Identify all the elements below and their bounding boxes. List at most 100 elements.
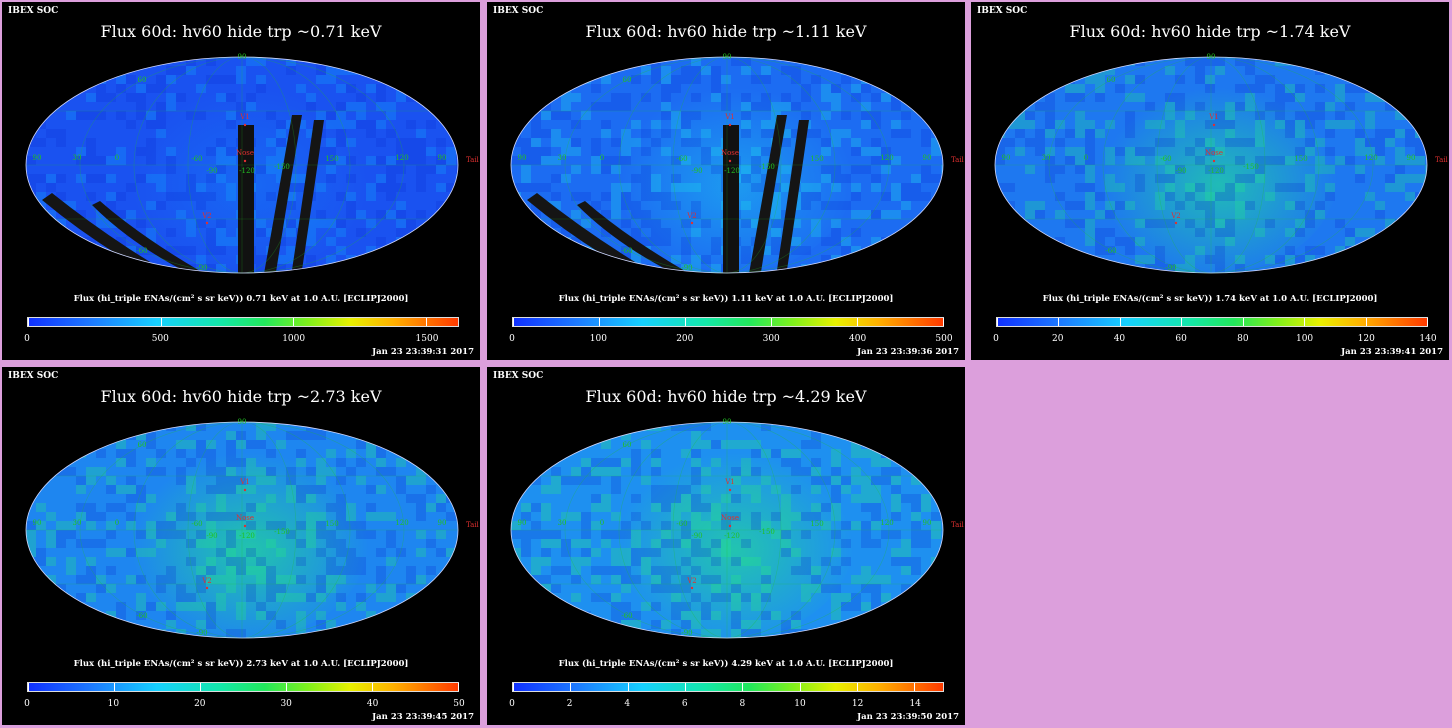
lon-label-neg60: -60	[191, 520, 202, 528]
lon-label-neg120: -120	[239, 532, 255, 540]
colorbar-tick-mark	[1365, 318, 1367, 326]
lat-label-north: 90	[1207, 53, 1216, 61]
v1-label: V1	[239, 478, 250, 486]
v2-label: V2	[201, 577, 212, 585]
lat-label-south: -90	[681, 629, 692, 637]
lon-label-90-left: 90	[518, 519, 527, 527]
colorbar-tick-label: 0	[24, 699, 30, 709]
lat-label-neg60: -60	[136, 247, 147, 255]
nose-marker	[728, 524, 732, 528]
nose-label: Nose	[236, 514, 254, 522]
colorbar-tick-label: 6	[681, 699, 688, 709]
colorbar-tick-mark	[771, 318, 772, 326]
colorbar-tick-label: 10	[107, 699, 120, 709]
colorbar-tick-mark	[293, 318, 295, 326]
v2-marker	[205, 586, 209, 590]
map-panel-1: 90 60 -60 -90 90 30 0 -60 -90 -120 -150 150 120 90 Tai…	[2, 2, 480, 360]
lon-label-neg150: -150	[1243, 163, 1259, 171]
v1-label: V1	[724, 478, 735, 486]
map-labels: 90 60 -60 -90 90 30 0 -60 -90 -120 -150 150 120 90 Tai…	[518, 418, 965, 637]
timestamp: Jan 23 23:39:31 2017	[372, 347, 474, 357]
colorbar-tick-label: 20	[1051, 334, 1064, 344]
lat-label-north: 90	[238, 53, 247, 61]
colorbar-tick-mark	[627, 683, 629, 691]
sky-map: 90 60 -60 -90 90 30 0 -60 -90 -120 -150 150 120 90 Tai…	[25, 53, 480, 274]
feature-markers: Nose V1 V2	[1170, 113, 1223, 225]
map-outline	[510, 56, 944, 274]
colorbar-tick-label: 120	[1357, 334, 1375, 344]
colorbar-tick-mark	[28, 683, 29, 691]
lon-label-150: 150	[325, 155, 338, 163]
org-label: IBEX SOC	[493, 371, 544, 381]
colorbar	[27, 682, 459, 692]
colorbar-tick-mark	[1058, 318, 1060, 326]
sky-map: 90 60 -60 -90 90 30 0 -60 -90 -120 -150 150 120 90 Tai…	[25, 418, 480, 639]
lat-label-north: 90	[723, 53, 732, 61]
colorbar-tick-label: 500	[151, 334, 169, 344]
lon-label-neg90: -90	[691, 167, 702, 175]
map-labels: 90 60 -60 -90 90 30 0 -60 -90 -120 -150 150 120 90 Tai…	[33, 418, 480, 637]
lat-label-60: 60	[623, 76, 632, 84]
nose-label: Nose	[236, 149, 254, 157]
lon-label-neg90: -90	[1175, 167, 1186, 175]
colorbar-title: Flux (hi_triple ENAs/(cm² s sr keV)) 2.7…	[73, 659, 409, 669]
nose-marker	[1212, 159, 1216, 163]
lon-label-150: 150	[325, 520, 338, 528]
lon-label-150: 150	[810, 520, 823, 528]
map-outline	[994, 56, 1428, 274]
v2-marker	[690, 221, 694, 225]
lon-label-neg150: -150	[759, 163, 775, 171]
nose-label: Nose	[721, 149, 739, 157]
org-label: IBEX SOC	[493, 6, 544, 16]
sky-map: 90 60 -60 -90 90 30 0 -60 -90 -120 -150 150 120 90 Tai…	[510, 53, 965, 274]
feature-markers: Nose V1 V2	[686, 113, 739, 225]
tail-label: Tail	[951, 156, 965, 164]
lon-label-0: 0	[600, 154, 604, 162]
colorbar-tick-label: 0	[24, 334, 30, 344]
colorbar	[996, 317, 1428, 327]
lat-label-south: -90	[1165, 264, 1176, 272]
colorbar-tick-label: 100	[589, 334, 607, 344]
colorbar-tick-label: 80	[1237, 334, 1249, 344]
tail-label: Tail	[466, 521, 480, 529]
v1-marker	[728, 123, 732, 127]
lon-label-neg60: -60	[191, 155, 202, 163]
colorbar-tick-mark	[286, 683, 287, 691]
colorbar-tick-label: 14	[909, 699, 921, 709]
org-label: IBEX SOC	[977, 6, 1028, 16]
colorbar-tick-mark	[114, 683, 115, 691]
colorbar-tick-mark	[857, 318, 858, 326]
tail-label: Tail	[1435, 156, 1449, 164]
tail-label: Tail	[951, 521, 965, 529]
lat-label-60: 60	[138, 76, 147, 84]
colorbar-tick-label: 2	[566, 699, 573, 709]
org-label: IBEX SOC	[8, 6, 59, 16]
colorbar-tick-label: 140	[1419, 334, 1437, 344]
nose-marker	[243, 159, 247, 163]
colorbar-tick-mark	[458, 683, 459, 691]
lon-label-30: 30	[73, 519, 82, 527]
lon-label-30: 30	[1042, 154, 1051, 162]
lon-label-neg150: -150	[759, 528, 775, 536]
colorbar-tick-label: 500	[935, 334, 953, 344]
lon-label-neg150: -150	[274, 528, 290, 536]
colorbar-tick-label: 400	[849, 334, 867, 344]
lon-label-120: 120	[880, 154, 893, 162]
lon-label-neg90: -90	[691, 532, 702, 540]
v2-label: V2	[686, 577, 697, 585]
colorbar-tick-mark	[914, 683, 916, 691]
colorbar-title: Flux (hi_triple ENAs/(cm² s sr keV)) 1.1…	[558, 294, 894, 304]
colorbar	[512, 682, 944, 692]
v1-label: V1	[724, 113, 735, 121]
lon-label-neg90: -90	[206, 167, 217, 175]
colorbar	[27, 317, 459, 327]
lon-label-neg90: -90	[206, 532, 217, 540]
colorbar-tick-mark	[28, 318, 29, 326]
map-labels: 90 60 -60 -90 90 30 0 -60 -90 -120 -150 150 120 90 Tai…	[1002, 53, 1449, 272]
lat-label-neg60: -60	[621, 612, 632, 620]
lon-label-90-left: 90	[518, 154, 527, 162]
v2-marker	[690, 586, 694, 590]
v1-marker	[243, 123, 247, 127]
v2-marker	[1174, 221, 1178, 225]
map-outline	[25, 421, 459, 639]
